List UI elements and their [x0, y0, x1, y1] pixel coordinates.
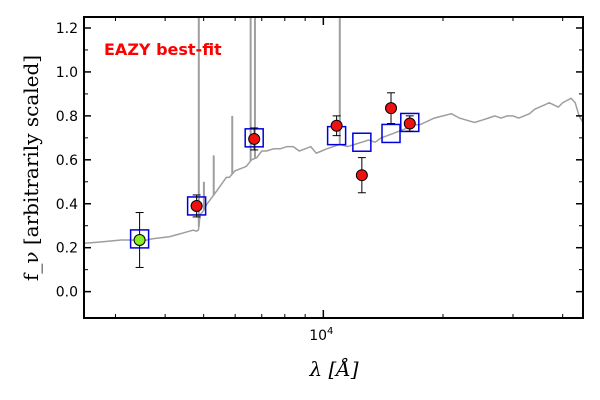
observed-photometry-layer: [133, 92, 416, 268]
axes-ticks: 0.0 0.2 0.4 0.6 0.8 1.0 1.2 104: [56, 17, 583, 344]
y-axis-label: f_ν [arbitrarily scaled]: [19, 55, 43, 281]
y-tick-label: 0.2: [56, 241, 78, 257]
observed-point: [403, 117, 416, 130]
axes-frame: [83, 16, 584, 319]
model-photometry-marker: [381, 123, 401, 144]
observed-point: [355, 169, 368, 182]
observed-point: [133, 234, 146, 247]
y-tick-label: 0.0: [56, 285, 78, 301]
y-tick-label: 1.2: [56, 21, 78, 37]
y-tick-label: 1.0: [56, 65, 78, 81]
y-tick-label: 0.8: [56, 109, 78, 125]
plot-background: [84, 17, 583, 318]
x-tick-label: 104: [309, 326, 333, 344]
model-photometry-marker: [352, 132, 372, 152]
observed-point: [385, 102, 398, 115]
plot-frame: [83, 16, 584, 319]
annotation-label: EAZY best-fit: [104, 40, 222, 59]
plot-area: [84, 17, 583, 318]
observed-point: [330, 119, 343, 132]
observed-point: [190, 199, 203, 212]
y-tick-label: 0.4: [56, 197, 78, 213]
y-tick-label: 0.6: [56, 153, 78, 169]
observed-point: [248, 132, 261, 145]
x-axis-label: λ [Å]: [308, 356, 358, 381]
